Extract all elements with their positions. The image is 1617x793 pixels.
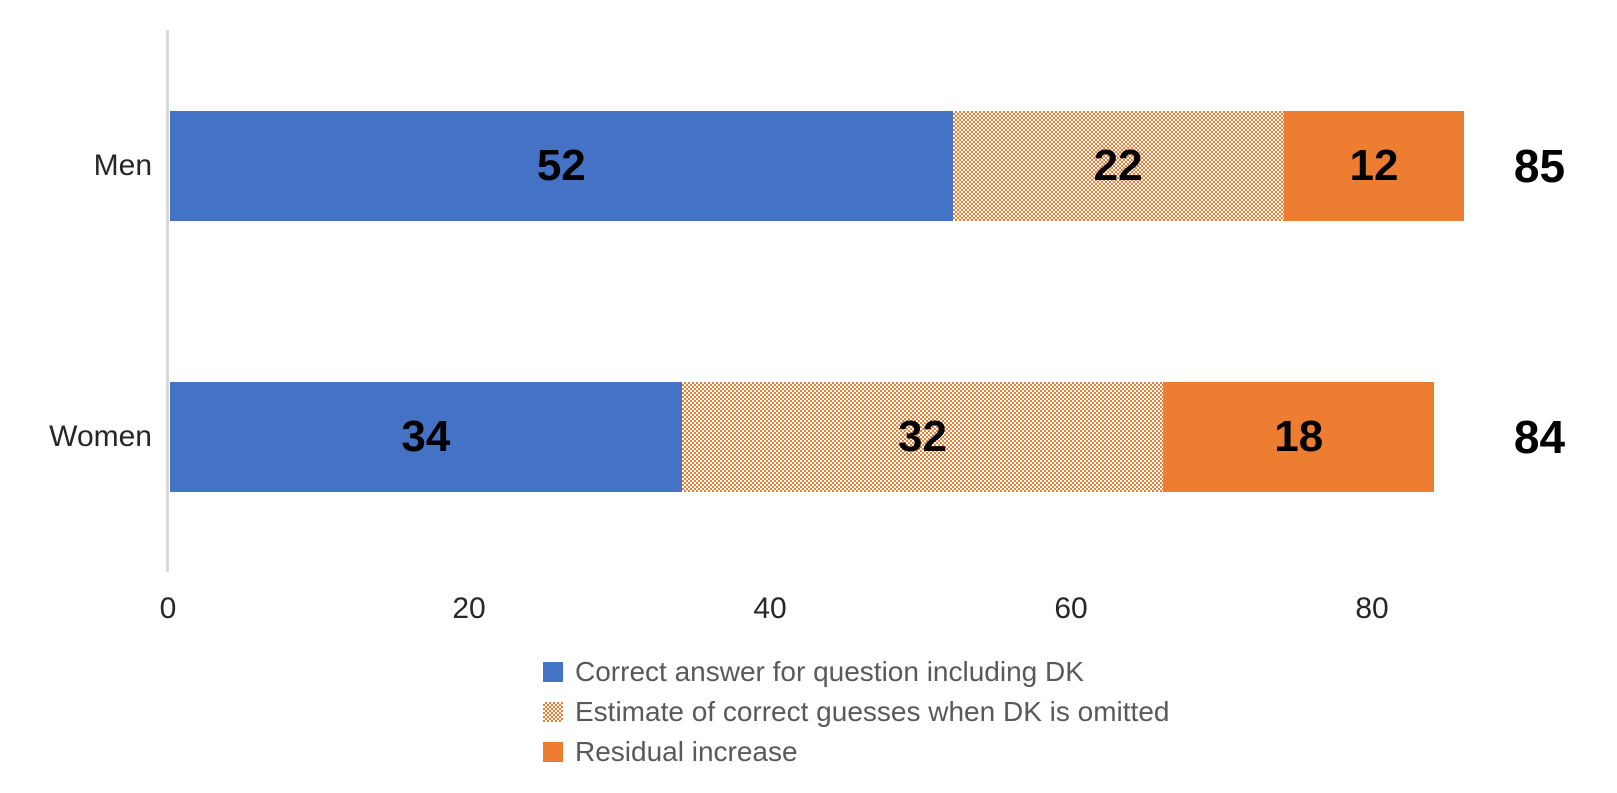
legend-item: Residual increase [543,732,1169,772]
legend-label: Estimate of correct guesses when DK is o… [575,696,1170,727]
category-label: Men [93,149,152,182]
x-axis-tick-label: 0 [159,592,177,625]
legend-swatch-icon [543,742,563,762]
legend-item: Estimate of correct guesses when DK is o… [543,692,1169,732]
category-label: Women [49,420,152,453]
bar-segment: 12 [1283,111,1465,221]
legend-label: Correct answer for question including DK [575,656,1084,687]
bar-total-label: 84 [1513,411,1566,463]
x-axis-tick-label: 60 [1054,592,1088,625]
chart-legend: Correct answer for question including DK… [543,652,1169,772]
legend-swatch-icon [543,662,563,682]
segment-value-label: 22 [1093,141,1143,190]
legend-swatch-icon [543,702,563,722]
x-axis-tick-label: 20 [452,592,486,625]
x-axis-tick-label: 40 [753,592,787,625]
segment-value-label: 18 [1274,412,1324,461]
bar-segment: 22 [952,111,1284,221]
y-axis-line [166,30,169,572]
segment-value-label: 34 [401,412,451,461]
segment-value-label: 52 [536,141,586,190]
x-axis-tick-label: 80 [1355,592,1389,625]
bar-segment: 34 [170,382,682,492]
segment-value-label: 32 [898,412,947,461]
legend-item: Correct answer for question including DK [543,652,1169,692]
bar-segment: 32 [681,382,1164,492]
segment-value-label: 12 [1349,141,1399,190]
legend-label: Residual increase [575,736,798,767]
bar-segment: 18 [1163,382,1435,492]
bar-segment: 52 [170,111,953,221]
bar-total-label: 85 [1513,140,1566,192]
